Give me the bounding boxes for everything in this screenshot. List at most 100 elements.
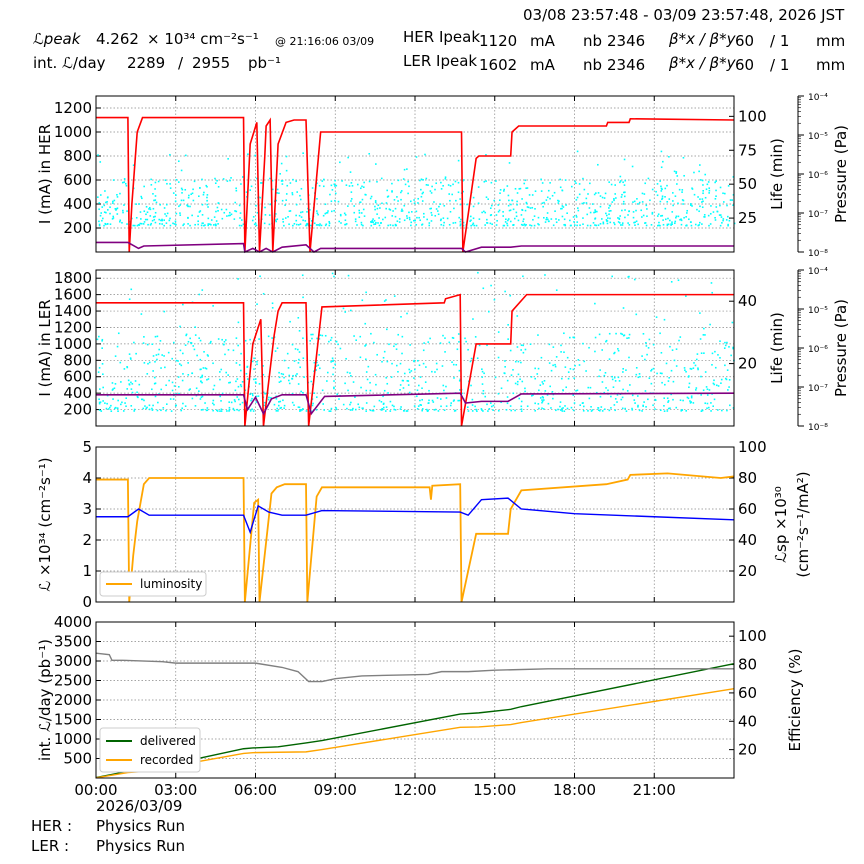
life-point xyxy=(387,224,389,227)
life-point xyxy=(149,215,152,217)
y2-tick-label: 100 xyxy=(738,627,767,645)
life-point xyxy=(349,171,352,173)
her-nb-value: 2346 xyxy=(607,32,646,50)
life-point xyxy=(472,205,475,208)
life-point xyxy=(126,388,129,390)
y2-tick-label: 20 xyxy=(738,355,757,373)
life-point xyxy=(153,199,155,202)
life-point xyxy=(582,223,584,226)
life-point xyxy=(201,203,204,206)
life-point xyxy=(152,207,155,210)
life-point xyxy=(306,223,308,226)
life-point xyxy=(646,208,648,210)
life-point xyxy=(601,349,603,351)
life-point xyxy=(440,223,443,226)
life-point xyxy=(688,386,690,389)
life-point xyxy=(164,366,166,369)
life-point xyxy=(332,359,334,362)
life-point xyxy=(440,188,443,190)
life-point xyxy=(594,302,596,305)
life-point xyxy=(608,332,611,335)
life-point xyxy=(207,378,210,380)
life-point xyxy=(135,216,138,219)
life-point xyxy=(364,322,367,325)
life-point xyxy=(728,346,730,348)
life-point xyxy=(570,406,573,409)
life-point xyxy=(221,338,223,341)
life-point xyxy=(594,350,596,353)
life-point xyxy=(302,219,304,222)
life-point xyxy=(381,202,383,205)
life-point xyxy=(702,389,705,392)
life-point xyxy=(439,219,442,222)
life-point xyxy=(205,184,208,187)
intl-value1: 2289 xyxy=(127,54,166,72)
life-point xyxy=(588,207,591,209)
life-point xyxy=(575,214,578,217)
life-point xyxy=(219,378,221,381)
life-point xyxy=(681,408,683,411)
life-point xyxy=(161,219,163,222)
life-point xyxy=(149,224,152,226)
life-point xyxy=(169,217,171,220)
life-point xyxy=(260,182,262,184)
life-point xyxy=(212,305,214,307)
life-point xyxy=(502,224,505,227)
life-point xyxy=(488,408,491,410)
life-point xyxy=(377,222,379,224)
life-point xyxy=(383,389,386,392)
life-point xyxy=(127,379,130,382)
life-point xyxy=(450,402,453,404)
life-point xyxy=(607,389,609,392)
life-point xyxy=(310,333,312,336)
life-point xyxy=(573,377,576,380)
life-point xyxy=(172,192,175,194)
life-point xyxy=(383,350,386,353)
life-point xyxy=(275,213,277,215)
life-point xyxy=(384,410,387,412)
life-point xyxy=(413,202,416,205)
life-point xyxy=(301,409,303,411)
life-point xyxy=(525,201,528,204)
life-point xyxy=(727,185,730,187)
life-point xyxy=(542,408,545,410)
life-point xyxy=(151,388,153,391)
life-point xyxy=(198,293,201,296)
life-point xyxy=(207,217,210,220)
life-point xyxy=(613,352,615,355)
life-point xyxy=(252,410,255,412)
life-point xyxy=(408,218,411,221)
life-point xyxy=(144,218,147,221)
life-point xyxy=(236,396,239,398)
life-point xyxy=(604,408,606,411)
life-point xyxy=(692,402,695,404)
life-point xyxy=(271,302,274,305)
life-point xyxy=(617,348,619,350)
life-point xyxy=(410,370,413,372)
life-point xyxy=(704,196,707,199)
life-point xyxy=(425,408,428,411)
lpeak-unit: × 10³⁴ cm⁻²s⁻¹ xyxy=(147,30,259,48)
life-point xyxy=(175,223,177,226)
life-point xyxy=(406,410,409,412)
life-point xyxy=(295,203,298,206)
life-point xyxy=(256,360,258,363)
life-point xyxy=(714,366,717,369)
life-point xyxy=(621,222,624,224)
life-point xyxy=(459,198,461,200)
life-point xyxy=(129,357,132,359)
life-point xyxy=(235,187,237,190)
life-point xyxy=(393,405,395,408)
pressure-tick-label: 10⁻⁸ xyxy=(808,249,828,259)
life-point xyxy=(526,405,529,408)
life-point xyxy=(620,196,623,198)
x-tick-label: 21:00 xyxy=(633,781,676,799)
life-point xyxy=(342,307,345,310)
intl-unit: pb⁻¹ xyxy=(248,54,281,72)
life-point xyxy=(590,405,592,408)
life-point xyxy=(365,410,367,412)
life-point xyxy=(726,341,728,344)
life-point xyxy=(197,215,199,218)
life-point xyxy=(270,396,272,399)
life-point xyxy=(462,221,465,224)
